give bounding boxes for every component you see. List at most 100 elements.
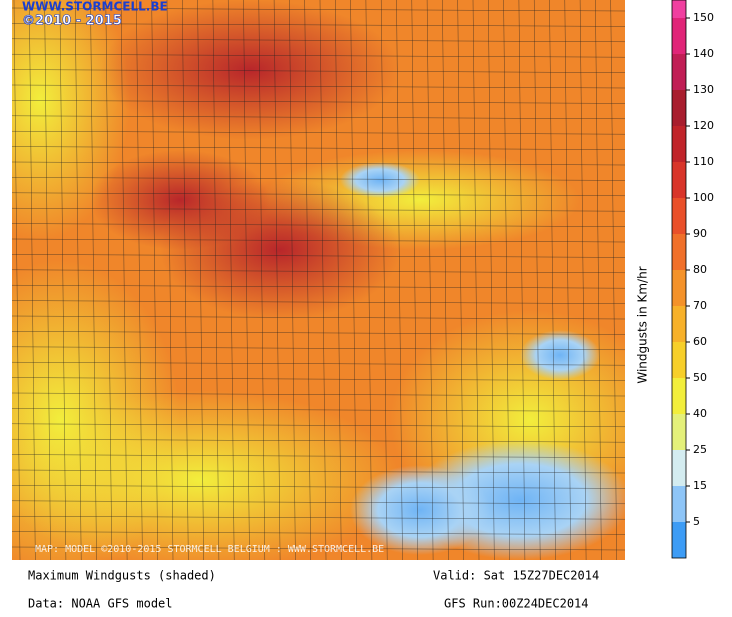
colorbar-tick-label: 40	[693, 407, 707, 420]
grid-line	[12, 69, 625, 73]
color-band	[672, 162, 686, 198]
colorbar-tick-label: 100	[693, 191, 714, 204]
grid-line	[426, 0, 434, 560]
grid-line	[12, 269, 625, 274]
grid-line	[12, 254, 625, 258]
colorbar-tick-label: 90	[693, 227, 707, 240]
grid-line	[12, 361, 625, 366]
grid-line	[151, 0, 158, 560]
color-band	[672, 342, 686, 378]
grid-line	[136, 0, 143, 560]
grid-line	[12, 500, 625, 505]
grid-line	[610, 0, 617, 560]
grid-line	[105, 0, 113, 560]
grid-line	[12, 84, 625, 89]
grid-line	[243, 0, 250, 560]
footer-valid: Valid: Sat 15Z27DEC2014	[433, 569, 599, 583]
footer-data: Data: NOAA GFS model	[28, 597, 173, 611]
grid-line	[503, 0, 510, 560]
grid-line	[197, 0, 204, 560]
color-band	[672, 486, 686, 522]
color-band	[672, 0, 686, 18]
grid-line	[442, 0, 449, 560]
color-band	[672, 90, 686, 126]
grid-line	[12, 146, 625, 150]
grid-line	[212, 0, 220, 560]
grid-line	[12, 377, 625, 381]
colorbar-tick-label: 120	[693, 119, 714, 132]
grid-line	[44, 0, 51, 560]
grid-line	[12, 192, 625, 197]
grid-line	[350, 0, 357, 560]
grid-line	[396, 0, 403, 560]
grid-line	[273, 0, 281, 560]
grid-line	[29, 0, 36, 560]
colorbar-frame	[671, 0, 687, 559]
grid-line	[12, 100, 625, 104]
grid-line	[258, 0, 266, 560]
grid-line	[549, 0, 556, 560]
color-band	[672, 198, 686, 234]
grid-line	[227, 0, 235, 560]
grid-line	[12, 300, 625, 304]
grid-line	[595, 0, 602, 560]
grid-line	[120, 0, 128, 560]
color-band	[672, 378, 686, 414]
grid-line	[319, 0, 327, 560]
colorbar-tick-label: 15	[693, 479, 707, 492]
grid-line	[13, 0, 21, 560]
color-band	[672, 126, 686, 162]
colorbar-label: Windgusts in Km/hr	[636, 266, 650, 383]
grid-line	[12, 408, 625, 412]
grid-line	[12, 53, 625, 58]
grid-line	[12, 485, 625, 489]
grid-line	[12, 223, 625, 227]
grid-line	[12, 454, 625, 458]
grid-line	[289, 0, 296, 560]
color-band	[672, 450, 686, 486]
grid-line	[457, 0, 464, 560]
grid-line	[12, 423, 625, 428]
grid-line	[12, 238, 625, 243]
grid-line	[411, 0, 419, 560]
grid-line	[166, 0, 174, 560]
grid-line	[12, 315, 625, 320]
grid-line	[59, 0, 67, 560]
colorbar-tick-label: 80	[693, 263, 707, 276]
grid-line	[12, 161, 625, 166]
grid-line	[12, 23, 625, 27]
grid-line	[365, 0, 373, 560]
grid-line	[12, 177, 625, 181]
grid-line	[12, 130, 625, 135]
grid-line	[12, 346, 625, 351]
colorbar-tick-label: 150	[693, 11, 714, 24]
grid-line	[12, 438, 625, 443]
grid-line	[12, 392, 625, 397]
grid-line	[90, 0, 97, 560]
logo-years: ©2010 - 2015	[22, 14, 122, 29]
grid-line	[472, 0, 480, 560]
grid-line	[12, 331, 625, 335]
color-band	[672, 522, 686, 558]
colorbar-tick-label: 25	[693, 443, 707, 456]
grid-line	[12, 284, 625, 289]
grid-line	[74, 0, 82, 560]
grid-line	[488, 0, 495, 560]
grid-line	[12, 207, 625, 212]
grid-line	[182, 0, 189, 560]
grid-line	[518, 0, 526, 560]
colorbar-tick-label: 130	[693, 83, 714, 96]
grid-line	[12, 115, 625, 120]
grid-line	[12, 38, 625, 43]
colorbar-tick-label: 5	[693, 515, 700, 528]
colorbar-tick-label: 70	[693, 299, 707, 312]
color-band	[672, 306, 686, 342]
colorbar: 5 15 25 40 50 60 70 80 90 100 110 120 130 140 150	[671, 0, 714, 559]
colorbar-tick-label: 60	[693, 335, 707, 348]
color-band	[672, 270, 686, 306]
grid-line	[12, 7, 625, 12]
grid-line	[533, 0, 541, 560]
grid-line	[12, 531, 625, 535]
color-band	[672, 54, 686, 90]
